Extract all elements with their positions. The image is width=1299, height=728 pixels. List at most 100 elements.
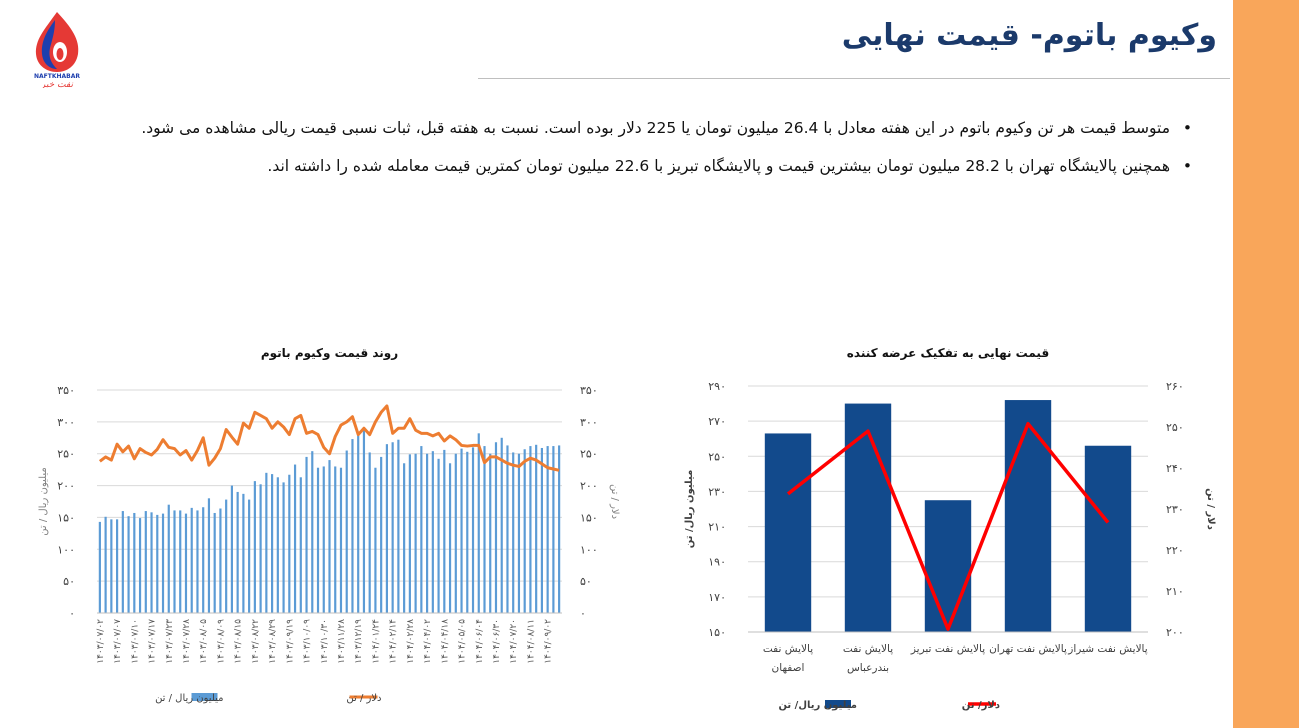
- series-line: [98, 404, 560, 472]
- y-tick-label: ۲۰۰: [57, 480, 75, 493]
- y-tick-label: ۳۵۰: [57, 384, 75, 397]
- y-tick-label: ۱۰۰: [57, 543, 75, 556]
- bar: [213, 512, 216, 613]
- x-tick-label: ۱۴۰۴/۰۱/۲۴: [371, 619, 381, 664]
- x-tick-label: ۱۴۰۳/۱۰/۳۰: [320, 619, 330, 664]
- svg-text:NAFTKHABAR: NAFTKHABAR: [34, 73, 80, 80]
- trend-chart: روند قیمت وکیوم باتوم ۰ ۵۰ ۱۰۰ ۱۵۰ ۲۰۰ ۲۵۰ ۳۰۰ ۳…: [38, 346, 620, 704]
- x-tick-label: ۱۴۰۴/۰۶/۳۰: [492, 619, 502, 664]
- x-tick-label: ۱۴۰۴/۰۴/۰۲: [423, 619, 433, 664]
- y-tick-label: ۵۰: [63, 575, 75, 588]
- x-tick-label: ۱۴۰۳/۰۷/۲۳: [165, 619, 175, 664]
- bar: [454, 453, 457, 613]
- bar: [351, 439, 354, 613]
- bar: [138, 518, 142, 613]
- bar: [535, 444, 538, 613]
- bar: [271, 474, 274, 613]
- bar: [391, 442, 394, 613]
- y2-tick-label: ۳۵۰: [580, 384, 598, 397]
- y2-tick-label: ۱۰۰: [580, 543, 598, 556]
- summary-bullets: متوسط قیمت هر تن وکیوم باتوم در این هفته…: [110, 112, 1192, 188]
- x-tick-label: ۱۴۰۳/۱۰/۰۹: [303, 619, 313, 664]
- bar: [339, 467, 343, 613]
- y-tick-label: ۲۳۰: [708, 485, 726, 498]
- y2-tick-label: ۱۵۰: [580, 511, 598, 524]
- bar: [437, 458, 440, 613]
- x-tick-label: ۱۴۰۳/۰۷/۱۷: [148, 619, 158, 664]
- bar: [207, 498, 211, 613]
- bar: [362, 428, 366, 613]
- y-tick-label: ۱۹۰: [708, 556, 726, 569]
- y-tick-label: ۲۵۰: [57, 448, 75, 461]
- bar: [494, 442, 498, 613]
- bar: [431, 451, 434, 613]
- chart-title: قیمت نهایی به تفکیک عرضه کننده: [847, 346, 1049, 360]
- bar: [173, 510, 176, 613]
- bar: [500, 437, 503, 613]
- y2-axis-label: دلار / تن: [609, 484, 620, 519]
- bar: [546, 446, 549, 613]
- x-category-label: بندرعباس: [847, 662, 889, 674]
- bar: [471, 447, 475, 613]
- legend-line-label: دلار / تن: [346, 693, 381, 704]
- x-tick-label: ۱۴۰۴/۰۵/۰۵: [458, 619, 468, 664]
- bar: [311, 451, 314, 613]
- bar: [98, 521, 101, 613]
- legend-bar-label: میلیون ریال/ تن: [778, 700, 857, 711]
- naftkhabar-logo: NAFTKHABAR نفت خبر: [22, 8, 92, 90]
- bar: [248, 499, 251, 613]
- svg-text:نفت خبر: نفت خبر: [40, 80, 73, 88]
- x-tick-label: ۱۴۰۳/۰۸/۰۹: [216, 619, 226, 664]
- chart-title: روند قیمت وکیوم باتوم: [261, 346, 398, 361]
- x-tick-label: ۱۴۰۳/۰۸/۲۲: [251, 619, 261, 664]
- legend-line-label: دلار/ تن: [962, 700, 1000, 711]
- x-tick-label: ۱۴۰۳/۱۱/۲۸: [337, 619, 347, 664]
- x-tick-label: ۱۴۰۴/۰۶/۰۴: [475, 619, 485, 664]
- bar: [322, 466, 325, 613]
- x-tick-label: ۱۴۰۳/۰۷/۱۰: [130, 619, 140, 664]
- bar: [293, 464, 297, 613]
- bar: [167, 504, 170, 613]
- bar: [116, 519, 119, 613]
- bar: [448, 463, 452, 613]
- bar: [161, 513, 165, 613]
- bar: [133, 512, 136, 613]
- y-tick-label: ۱۵۰: [708, 626, 726, 639]
- bar: [477, 433, 480, 613]
- x-tick-label: ۱۴۰۳/۰۷/۰۲: [96, 619, 106, 664]
- bar: [552, 446, 555, 613]
- legend-bar-swatch: [191, 693, 218, 701]
- page-title: وکیوم باتوم- قیمت نهایی: [841, 18, 1217, 53]
- y-tick-label: ۳۰۰: [57, 416, 75, 429]
- x-tick-label: ۱۴۰۴/۰۹/۰۲: [544, 619, 554, 664]
- bar: [426, 453, 429, 613]
- bar: [265, 472, 268, 613]
- y2-tick-label: ۲۰۰: [1166, 626, 1184, 639]
- legend-bar-label: میلیون ریال / تن: [155, 693, 223, 704]
- y2-tick-label: ۲۲۰: [1166, 544, 1184, 557]
- legend-bar-swatch: [825, 700, 851, 708]
- bar: [156, 514, 159, 613]
- y2-tick-label: ۲۳۰: [1166, 503, 1184, 516]
- x-tick-label: ۱۴۰۳/۱۲/۱۹: [354, 619, 364, 664]
- bar: [299, 477, 302, 613]
- bar: [282, 482, 285, 613]
- bar: [764, 433, 812, 632]
- bar: [127, 516, 130, 613]
- bar: [104, 516, 107, 613]
- bar: [179, 510, 182, 613]
- bar: [242, 493, 245, 613]
- bar: [380, 456, 383, 613]
- bar: [219, 508, 222, 613]
- bar: [924, 500, 972, 632]
- y2-tick-label: ۲۵۰: [580, 448, 598, 461]
- bar: [225, 499, 228, 613]
- bar: [408, 454, 411, 613]
- bar: [540, 447, 543, 613]
- y-tick-label: ۱۷۰: [708, 591, 726, 604]
- bar: [121, 511, 124, 613]
- bar: [1004, 400, 1052, 632]
- x-category-label: پالایش نفت تهران: [989, 643, 1067, 655]
- bar: [483, 446, 486, 613]
- bar: [523, 449, 526, 613]
